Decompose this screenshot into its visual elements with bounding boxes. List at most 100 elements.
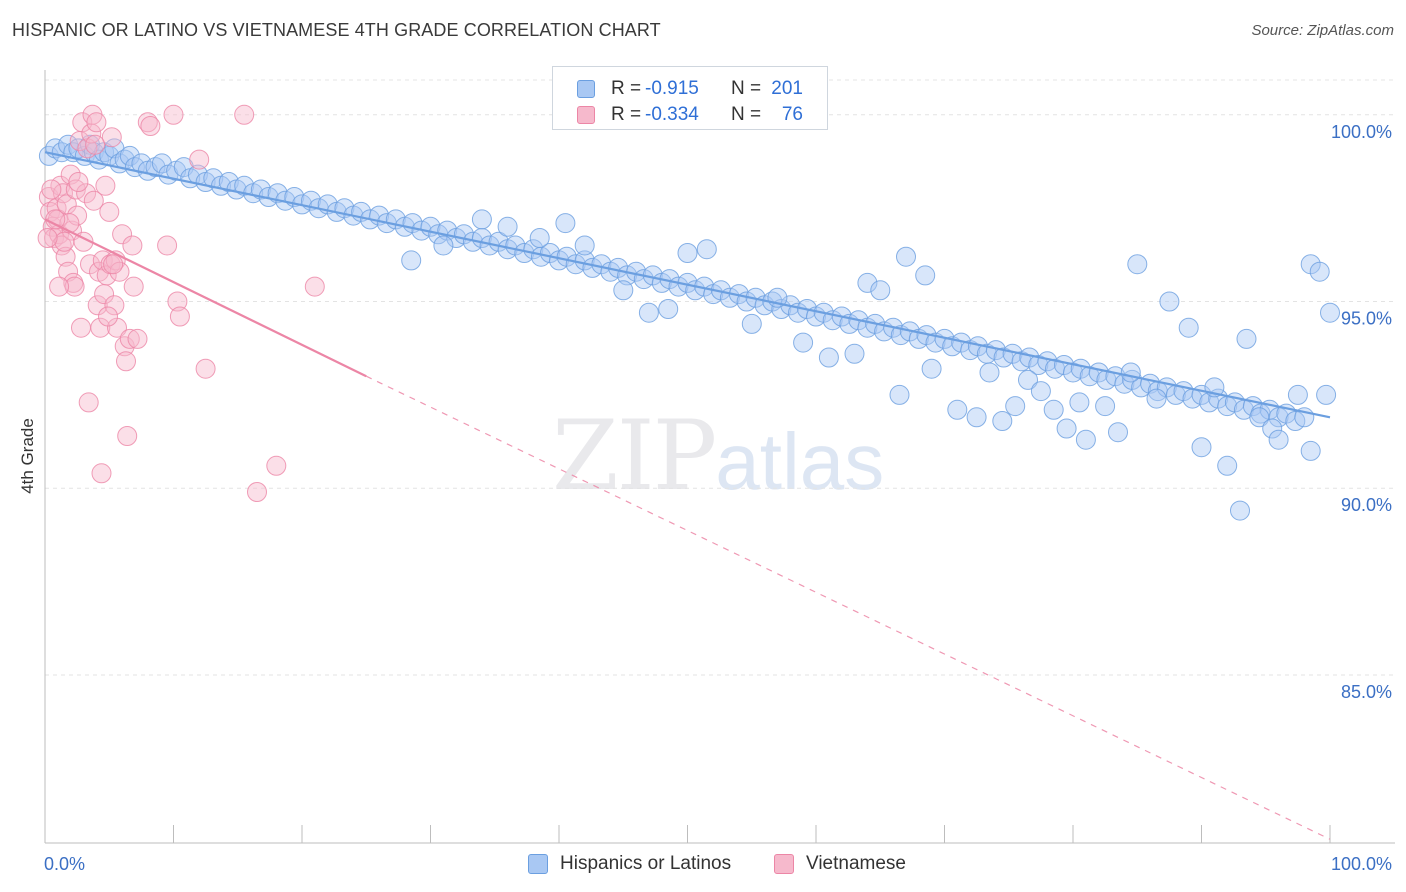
data-point	[247, 482, 267, 502]
trend-line	[44, 218, 367, 378]
data-point	[195, 358, 216, 379]
series-legend: Hispanics or Latinos Vietnamese	[0, 853, 1406, 877]
legend-row-hispanic: R = -0.915 N = 201	[553, 75, 829, 101]
data-point	[119, 328, 140, 349]
data-point	[1043, 399, 1064, 420]
data-point	[966, 407, 987, 428]
data-point	[58, 261, 79, 282]
data-point	[218, 172, 239, 192]
data-point	[1268, 429, 1289, 450]
data-point	[793, 332, 814, 353]
data-point	[250, 179, 271, 200]
data-point	[1146, 388, 1167, 409]
data-point	[101, 127, 122, 148]
watermark-atlas: atlas	[715, 417, 885, 506]
data-point	[1236, 328, 1257, 349]
data-point	[137, 112, 158, 133]
data-point	[55, 246, 76, 267]
data-point	[921, 358, 942, 379]
data-point	[1320, 302, 1340, 323]
data-point	[638, 302, 659, 323]
data-point	[163, 104, 184, 125]
legend-r-label: R =	[611, 78, 642, 99]
data-point	[1191, 437, 1212, 458]
data-point	[1159, 291, 1180, 312]
y-axis-label: 4th Grade	[18, 418, 37, 494]
data-point	[658, 299, 679, 319]
data-point	[54, 231, 75, 252]
data-point	[46, 198, 67, 219]
data-point	[83, 190, 104, 211]
data-point	[1127, 254, 1148, 275]
data-point	[574, 235, 595, 256]
legend-r-value: -0.915	[645, 78, 699, 99]
data-point	[65, 179, 86, 200]
data-point	[45, 209, 66, 230]
data-point	[41, 179, 62, 200]
data-point	[896, 246, 916, 267]
y-tick-label: 95.0%	[1341, 309, 1392, 329]
legend-n-value: 76	[781, 104, 803, 125]
x-tick-label: 100.0%	[1331, 854, 1392, 874]
data-point	[112, 224, 133, 245]
watermark-zip: ZIP	[552, 400, 717, 512]
data-point	[1095, 396, 1116, 417]
chart-title: HISPANIC OR LATINO VS VIETNAMESE 4TH GRA…	[12, 20, 661, 40]
data-point	[889, 384, 910, 405]
data-point	[157, 235, 178, 256]
data-point	[1249, 407, 1270, 428]
data-point	[53, 183, 73, 204]
data-point	[68, 172, 89, 192]
data-point	[67, 205, 88, 226]
data-point	[1230, 500, 1250, 521]
y-tick-label: 85.0%	[1341, 682, 1392, 702]
data-point	[145, 157, 166, 178]
data-point	[87, 295, 108, 316]
data-point	[122, 235, 143, 256]
legend-n-value: 201	[771, 78, 803, 99]
data-point	[741, 313, 762, 334]
data-point	[529, 228, 550, 248]
data-point	[613, 280, 634, 301]
data-point	[95, 175, 116, 196]
legend-swatch-hispanic	[577, 80, 595, 98]
data-point	[167, 291, 188, 312]
data-point	[1300, 440, 1321, 461]
data-point	[103, 254, 124, 275]
trend-line	[44, 151, 1331, 419]
legend-r-value: -0.334	[645, 104, 699, 125]
data-point	[857, 272, 878, 293]
y-tick-label: 90.0%	[1341, 495, 1392, 515]
data-point	[1056, 418, 1077, 439]
data-point	[433, 235, 454, 256]
data-point	[1075, 429, 1096, 450]
data-point	[870, 280, 891, 301]
data-point	[471, 209, 492, 230]
legend-swatch-vietnamese	[774, 854, 794, 874]
data-point	[555, 213, 576, 234]
data-point	[123, 276, 144, 297]
data-point	[844, 343, 865, 364]
data-point	[266, 455, 287, 476]
data-point	[677, 243, 698, 263]
data-point	[99, 201, 120, 222]
data-point	[1005, 396, 1026, 417]
data-point	[1069, 392, 1090, 413]
source-label: Source: ZipAtlas.com	[1251, 22, 1394, 39]
series-hispanic	[38, 134, 1340, 521]
x-tick-label: 0.0%	[44, 854, 85, 874]
data-point	[1018, 369, 1038, 390]
data-point	[169, 306, 190, 327]
data-point	[1178, 317, 1199, 338]
data-point	[86, 112, 107, 133]
data-point	[1108, 422, 1128, 443]
data-point	[1316, 384, 1337, 405]
watermark: ZIPatlas	[552, 400, 884, 512]
data-point	[140, 116, 161, 136]
data-point	[947, 399, 968, 420]
data-point	[104, 295, 125, 316]
data-point	[96, 265, 117, 286]
data-point	[992, 411, 1013, 431]
data-point	[189, 149, 210, 170]
